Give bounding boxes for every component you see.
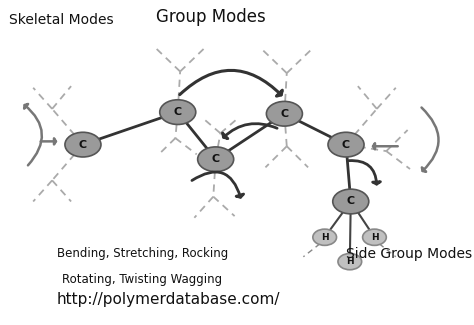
Text: Rotating, Twisting Wagging: Rotating, Twisting Wagging xyxy=(62,273,222,286)
Text: H: H xyxy=(321,233,328,242)
Circle shape xyxy=(363,229,386,245)
Circle shape xyxy=(266,101,302,126)
Circle shape xyxy=(313,229,337,245)
Text: C: C xyxy=(173,107,182,117)
Circle shape xyxy=(333,189,369,214)
Text: http://polymerdatabase.com/: http://polymerdatabase.com/ xyxy=(57,292,281,307)
Text: H: H xyxy=(371,233,378,242)
Text: Bending, Stretching, Rocking: Bending, Stretching, Rocking xyxy=(56,247,228,260)
Circle shape xyxy=(338,254,362,270)
Text: Side Group Modes: Side Group Modes xyxy=(346,247,472,261)
Text: C: C xyxy=(342,140,350,150)
Circle shape xyxy=(198,147,234,172)
Text: C: C xyxy=(280,109,289,119)
Text: C: C xyxy=(346,197,355,206)
Text: H: H xyxy=(346,257,354,266)
Text: C: C xyxy=(211,154,220,164)
Text: Skeletal Modes: Skeletal Modes xyxy=(9,13,114,27)
Text: C: C xyxy=(79,140,87,150)
Circle shape xyxy=(328,132,364,157)
Circle shape xyxy=(65,132,101,157)
Text: Group Modes: Group Modes xyxy=(156,8,266,26)
Circle shape xyxy=(160,100,196,124)
